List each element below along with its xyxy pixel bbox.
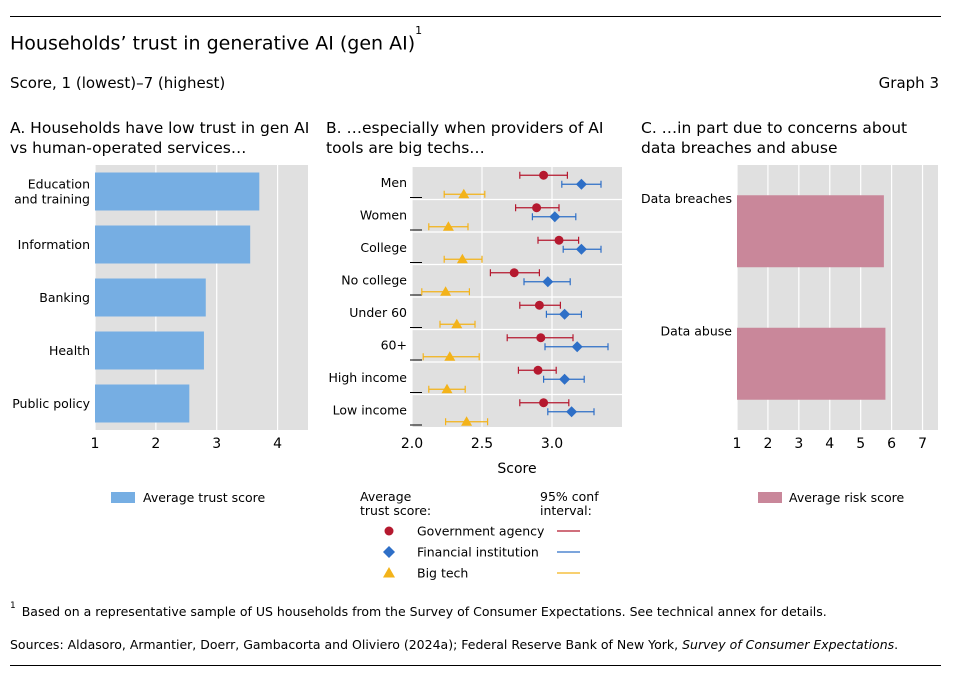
panel-c-title: C. …in part due to concerns about data b… (641, 119, 908, 157)
panel-c-category-label: Data abuse (660, 323, 732, 338)
point-government (539, 170, 549, 180)
sources: Sources: Aldasoro, Armantier, Doerr, Gam… (10, 637, 899, 652)
panel-a-bar (95, 384, 190, 423)
panel-b-category-label: No college (341, 273, 407, 288)
panel-c-tick-label: 7 (918, 436, 927, 452)
point-bigtech (440, 286, 452, 296)
point-bigtech (442, 221, 454, 231)
legend-marker-financial (383, 546, 395, 558)
point-government (536, 333, 546, 343)
point-financial (549, 211, 561, 223)
panel-b-tick-label: 2.5 (471, 436, 493, 452)
panel-a-bar (95, 278, 206, 317)
panel-c-legend-swatch (758, 492, 782, 503)
panel-c-tick-label: 4 (825, 436, 834, 452)
panel-c-tick-label: 2 (763, 436, 772, 452)
panel-a-tick-label: 1 (91, 436, 100, 452)
point-financial (571, 341, 583, 353)
panel-b-category-label: Low income (333, 403, 408, 418)
point-financial (559, 373, 571, 385)
panel-b-category-label: College (360, 240, 407, 255)
footnote: 1 Based on a representative sample of US … (10, 601, 827, 620)
panel-c-tick-label: 5 (856, 436, 865, 452)
panel-b-category-label: Under 60 (349, 305, 407, 320)
panel-a-category-label: Health (49, 343, 90, 358)
page-title: Households’ trust in generative AI (gen … (10, 24, 423, 55)
point-bigtech (458, 188, 470, 199)
point-government (534, 300, 544, 310)
legend-label-financial: Financial institution (417, 545, 539, 560)
legend-label-government: Government agency (417, 524, 545, 539)
panel-b-axis-label: Score (497, 461, 536, 477)
legend-marker-bigtech (383, 567, 395, 578)
point-financial (575, 178, 587, 190)
point-government (539, 398, 549, 408)
point-bigtech (461, 416, 473, 426)
panel-b-category-label: 60+ (381, 338, 407, 353)
point-financial (542, 276, 554, 288)
point-bigtech (451, 318, 463, 329)
panel-a-category-label: Public policy (12, 396, 90, 411)
legend-label-bigtech: Big tech (417, 566, 468, 581)
panel-a-category-label: Information (18, 237, 90, 252)
point-financial (566, 406, 578, 418)
point-financial (575, 243, 587, 255)
panel-c-tick-label: 1 (733, 436, 742, 452)
top-rule (10, 16, 941, 17)
panel-a-category-label: Education (28, 177, 90, 192)
page-subtitle: Score, 1 (lowest)–7 (highest) (10, 74, 226, 92)
panel-b-category-label: High income (329, 370, 408, 385)
point-bigtech (444, 351, 456, 361)
legend-marker-government (384, 526, 394, 536)
panel-b-tick-label: 3.0 (541, 436, 563, 452)
panel-b-category-label: Women (360, 208, 407, 223)
panel-c-tick-label: 6 (887, 436, 896, 452)
panel-a-category-label: Banking (39, 290, 90, 305)
panel-b-legend-header: 95% conf (540, 489, 599, 504)
bottom-rule (10, 665, 941, 666)
point-financial (559, 308, 571, 320)
graph-number: Graph 3 (878, 74, 939, 92)
point-government (533, 365, 543, 375)
panel-a-bar (95, 172, 260, 211)
panel-c-tick-label: 3 (794, 436, 803, 452)
panel-b-legend-header: Average (360, 489, 412, 504)
panel-a-tick-label: 3 (212, 436, 221, 452)
panel-b-tick-label: 2.0 (401, 436, 423, 452)
panel-a-category-label: and training (14, 192, 90, 207)
panel-a-bar (95, 331, 204, 370)
panel-b-category-label: Men (381, 175, 407, 190)
panel-b-legend-header: trust score: (360, 503, 431, 518)
panel-b-title: B. …especially when providers of AI tool… (326, 119, 604, 157)
panel-c-bar (737, 327, 886, 400)
panel-c-category-label: Data breaches (641, 191, 732, 206)
point-government (532, 203, 542, 213)
point-government (554, 235, 564, 245)
panel-a-tick-label: 4 (273, 436, 282, 452)
panel-a-legend-label: Average trust score (143, 490, 266, 505)
panel-b-legend-header: interval: (540, 503, 592, 518)
panel-a-bar (95, 225, 251, 264)
panel-a-title: A. Households have low trust in gen AI v… (10, 119, 310, 157)
point-bigtech (456, 253, 468, 264)
panel-a-tick-label: 2 (151, 436, 160, 452)
point-government (509, 268, 519, 278)
panel-c-legend-label: Average risk score (789, 490, 905, 505)
panel-a-legend-swatch (111, 492, 135, 503)
point-bigtech (441, 383, 453, 394)
panel-c-bar (737, 195, 884, 268)
